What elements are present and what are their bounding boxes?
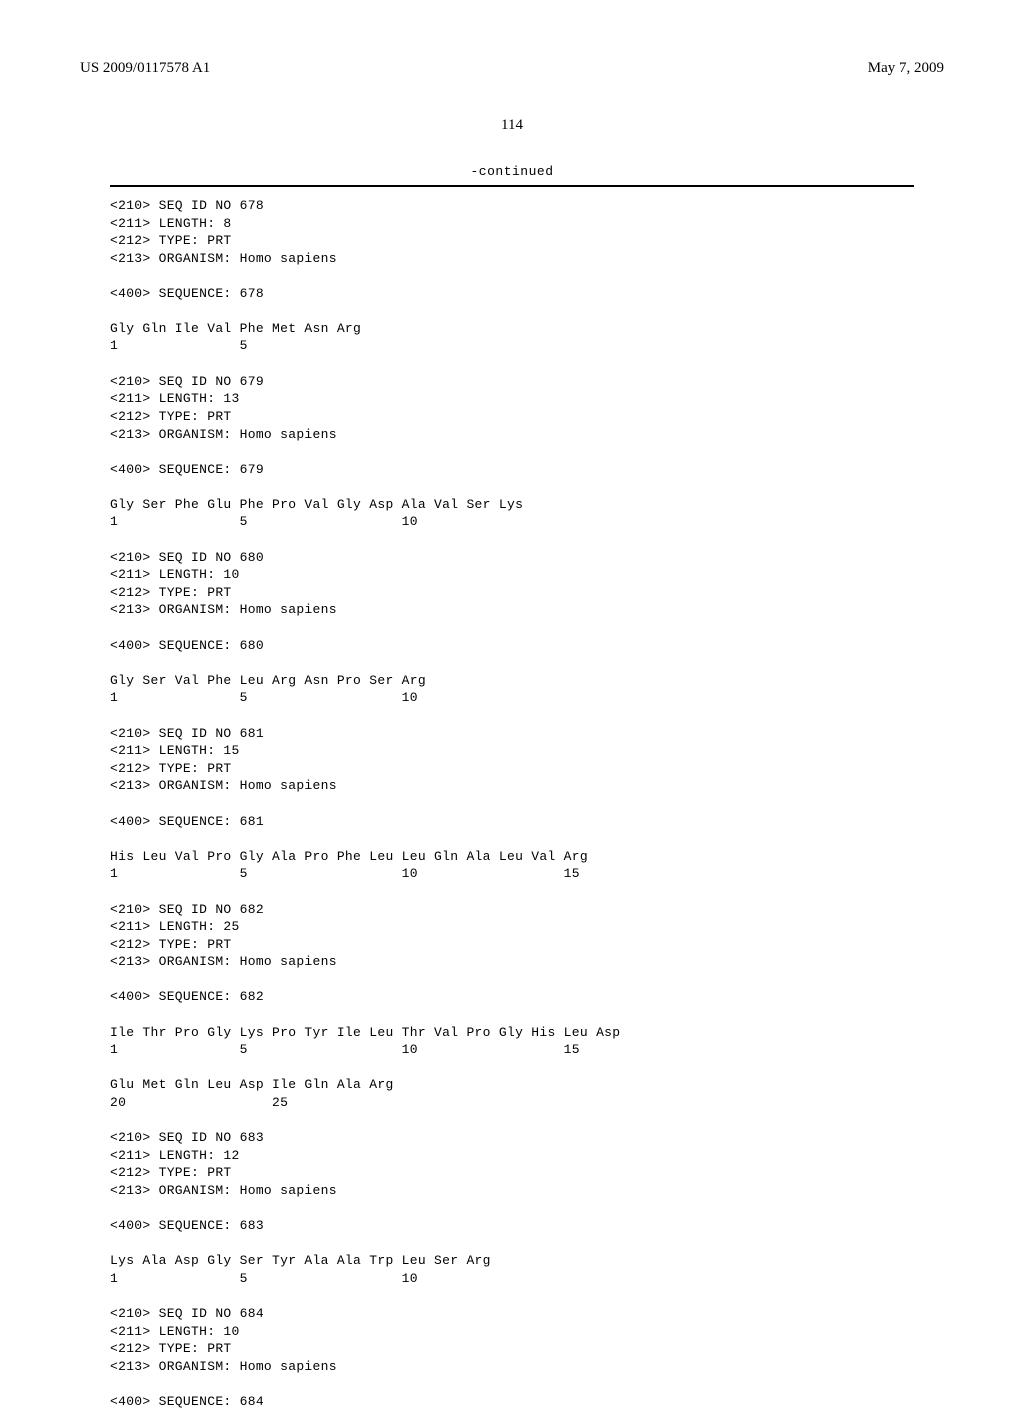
continued-row: -continued (110, 164, 914, 179)
sequence-block: <210> SEQ ID NO 679 <211> LENGTH: 13 <21… (110, 373, 914, 531)
publication-number: US 2009/0117578 A1 (80, 60, 210, 77)
sequence-block: <210> SEQ ID NO 680 <211> LENGTH: 10 <21… (110, 549, 914, 707)
publication-date: May 7, 2009 (868, 60, 944, 77)
continued-label: -continued (110, 164, 914, 179)
sequence-block: <210> SEQ ID NO 683 <211> LENGTH: 12 <21… (110, 1129, 914, 1287)
page-header: US 2009/0117578 A1 May 7, 2009 (80, 60, 944, 77)
sequence-block: <210> SEQ ID NO 678 <211> LENGTH: 8 <212… (110, 197, 914, 355)
sequence-block: <210> SEQ ID NO 681 <211> LENGTH: 15 <21… (110, 725, 914, 883)
sequence-listing: <210> SEQ ID NO 678 <211> LENGTH: 8 <212… (110, 197, 914, 1410)
page-number: 114 (80, 117, 944, 134)
sequence-block: <210> SEQ ID NO 684 <211> LENGTH: 10 <21… (110, 1305, 914, 1410)
sequence-block: <210> SEQ ID NO 682 <211> LENGTH: 25 <21… (110, 901, 914, 1112)
horizontal-rule (110, 185, 914, 187)
